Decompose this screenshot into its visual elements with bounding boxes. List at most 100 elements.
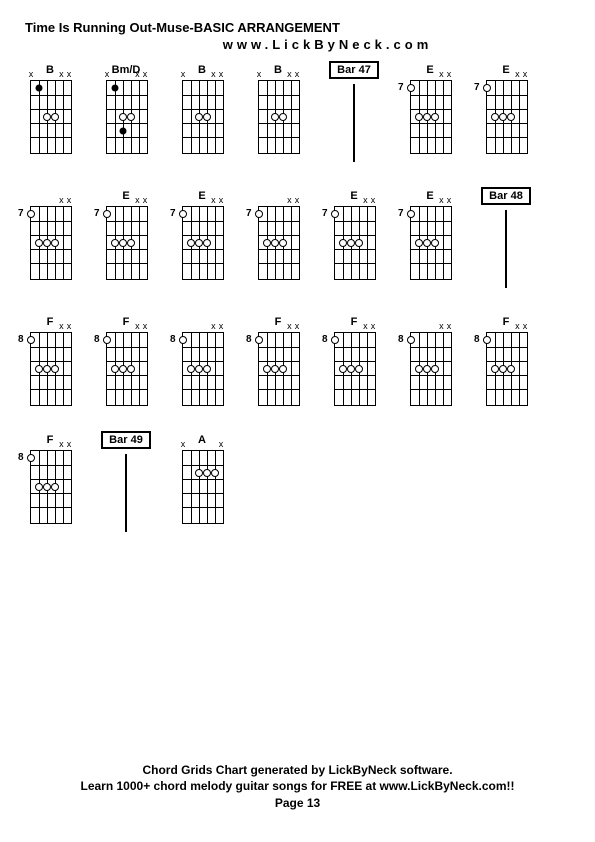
finger-dot-open: [119, 113, 127, 121]
fret-grid: [334, 332, 376, 406]
finger-dot-open: [331, 336, 339, 344]
fret-number: 8: [246, 334, 252, 345]
string-marks: xx: [256, 322, 300, 331]
finger-dot-open: [51, 113, 59, 121]
finger-dot-open: [51, 239, 59, 247]
chord-cell: Fxx8: [101, 316, 151, 406]
footer-line3: Page 13: [0, 795, 595, 812]
chord-diagram: xx8: [26, 450, 74, 524]
finger-dot-open: [499, 365, 507, 373]
chord-cell: Bm/Dxxx: [101, 64, 151, 154]
chord-cell: Fxx8: [329, 316, 379, 406]
fret-grid: [106, 332, 148, 406]
finger-dot-open: [203, 239, 211, 247]
finger-dot-open: [179, 336, 187, 344]
finger-dot-open: [339, 239, 347, 247]
chord-diagram: xx: [178, 450, 226, 524]
finger-dot-open: [491, 365, 499, 373]
fret-number: 8: [18, 334, 24, 345]
page-title: Time Is Running Out-Muse-BASIC ARRANGEME…: [25, 20, 570, 35]
finger-dot-open: [187, 365, 195, 373]
chord-diagram: xxx: [254, 80, 302, 154]
chord-diagram: xx7: [26, 206, 74, 280]
fret-grid: [334, 206, 376, 280]
fret-number: 8: [18, 452, 24, 463]
string-marks: xxx: [104, 70, 148, 79]
finger-dot-open: [35, 239, 43, 247]
finger-dot-open: [195, 365, 203, 373]
finger-dot-open: [279, 239, 287, 247]
bar-label: Bar 49: [101, 431, 151, 449]
finger-dot-open: [271, 113, 279, 121]
finger-dot-open: [35, 365, 43, 373]
finger-dot-open: [43, 365, 51, 373]
chord-row: BxxxBm/DxxxBxxxBxxxBar 47Exx7Exx7: [25, 64, 570, 162]
finger-dot-open: [407, 336, 415, 344]
fret-grid: [182, 206, 224, 280]
finger-dot-open: [415, 365, 423, 373]
chord-cell: Bxxx: [177, 64, 227, 154]
fret-grid: [106, 206, 148, 280]
chord-row: xx7Exx7Exx7xx7Exx7Exx7Bar 48: [25, 190, 570, 288]
string-marks: xx: [408, 322, 452, 331]
finger-dot-open: [119, 239, 127, 247]
finger-dot-open: [339, 365, 347, 373]
chord-cell: Exx7: [405, 64, 455, 154]
chord-cell: Exx7: [405, 190, 455, 280]
finger-dot-open: [279, 365, 287, 373]
fret-grid: [410, 332, 452, 406]
finger-dot-open: [203, 113, 211, 121]
fret-number: 7: [398, 82, 404, 93]
finger-dot-open: [179, 210, 187, 218]
fret-grid: [258, 332, 300, 406]
string-marks: xx: [332, 196, 376, 205]
finger-dot-open: [51, 365, 59, 373]
chord-cell: Exx7: [329, 190, 379, 280]
chord-diagram: xx7: [254, 206, 302, 280]
chord-cell: xx8: [405, 316, 455, 406]
finger-dot: [112, 85, 119, 92]
finger-dot-open: [271, 239, 279, 247]
chord-diagram: xx7: [102, 206, 150, 280]
finger-dot-open: [263, 239, 271, 247]
fret-number: 8: [94, 334, 100, 345]
chord-diagram: xx8: [482, 332, 530, 406]
finger-dot-open: [187, 239, 195, 247]
finger-dot-open: [263, 365, 271, 373]
string-marks: xx: [180, 322, 224, 331]
bar-line: [353, 84, 355, 162]
string-marks: xx: [28, 196, 72, 205]
finger-dot-open: [347, 365, 355, 373]
string-marks: xx: [180, 196, 224, 205]
fret-grid: [30, 332, 72, 406]
bar-line: [125, 454, 127, 532]
bar-marker: Bar 48: [481, 190, 531, 288]
bar-marker: Bar 49: [101, 434, 151, 532]
finger-dot-open: [127, 365, 135, 373]
fret-number: 7: [398, 208, 404, 219]
chord-cell: xx7: [25, 190, 75, 280]
finger-dot-open: [211, 469, 219, 477]
chord-cell: Fxx8: [253, 316, 303, 406]
finger-dot-open: [111, 365, 119, 373]
page-subtitle: www.LickByNeck.com: [85, 37, 570, 52]
finger-dot-open: [127, 113, 135, 121]
bar-label: Bar 48: [481, 187, 531, 205]
finger-dot-open: [499, 113, 507, 121]
finger-dot-open: [507, 113, 515, 121]
fret-number: 7: [474, 82, 480, 93]
chord-cell: Fxx8: [25, 316, 75, 406]
fret-grid: [410, 206, 452, 280]
finger-dot-open: [491, 113, 499, 121]
finger-dot-open: [431, 113, 439, 121]
string-marks: xx: [104, 196, 148, 205]
chord-diagram: xx7: [178, 206, 226, 280]
finger-dot-open: [51, 483, 59, 491]
chord-cell: xx7: [253, 190, 303, 280]
fret-grid: [182, 450, 224, 524]
finger-dot-open: [43, 483, 51, 491]
finger-dot-open: [195, 239, 203, 247]
string-marks: xx: [484, 322, 528, 331]
finger-dot-open: [431, 365, 439, 373]
fret-grid: [30, 80, 72, 154]
